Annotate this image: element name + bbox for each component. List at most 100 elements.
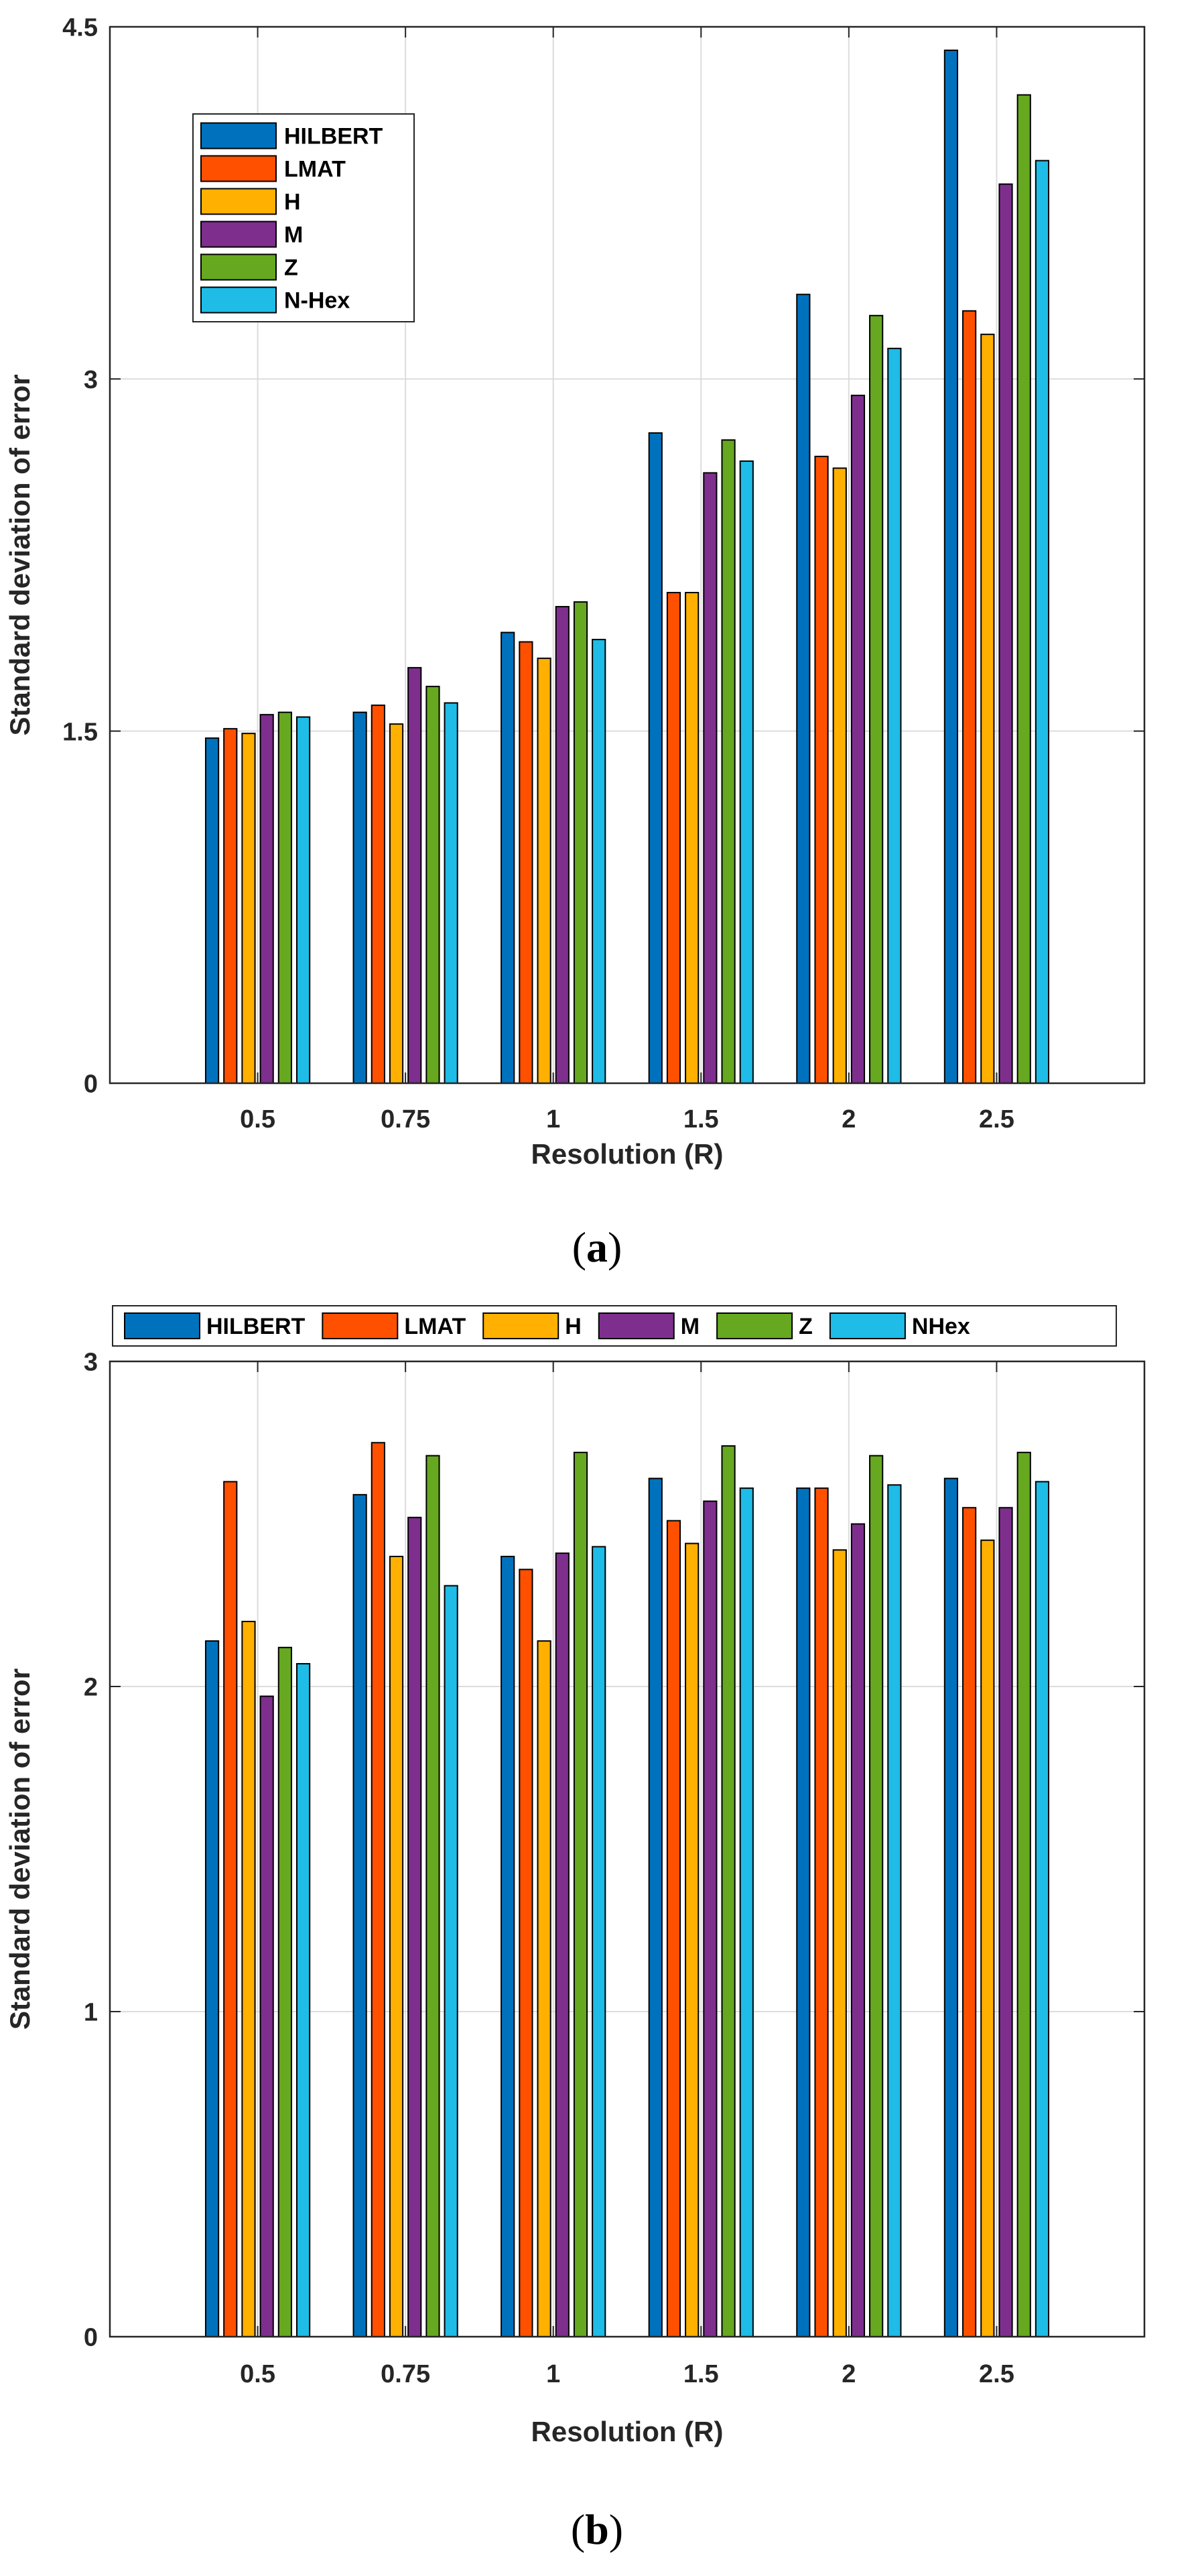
- caption-letter: a: [586, 1223, 608, 1271]
- legend[interactable]: HILBERT LMAT HMZ N-Hex: [192, 113, 415, 322]
- y-tick-label: 3: [84, 1349, 98, 1377]
- bar-h-2-5: [980, 1539, 995, 2337]
- bar-lmat-2: [814, 455, 829, 1084]
- caption: (b): [571, 2506, 623, 2553]
- legend-label: NHex: [912, 1314, 970, 1339]
- x-tick-label: 1: [546, 2360, 560, 2388]
- bar-lmat-0-5: [223, 728, 238, 1085]
- bar-lmat-0-75: [371, 1442, 385, 2337]
- bar-m-0-75: [407, 1516, 422, 2337]
- x-tick-label: 0.5: [240, 1105, 275, 1133]
- bar-m-1-5: [703, 472, 718, 1084]
- bar-hilbert-2: [796, 294, 811, 1084]
- legend-swatch: [716, 1312, 793, 1339]
- bar-lmat-0-5: [223, 1481, 238, 2337]
- bar-h-0-5: [241, 1621, 256, 2337]
- bar-n-hex-0-75: [444, 702, 458, 1084]
- legend-label: HILBERT: [206, 1314, 306, 1339]
- bar-nhex-0-5: [295, 1663, 311, 2338]
- y-tick-label: 3: [84, 366, 98, 394]
- bar-z-1: [573, 601, 588, 1084]
- bar-hilbert-1: [501, 631, 515, 1084]
- x-tick-label: 1.5: [683, 2360, 719, 2388]
- bar-h-2: [832, 1549, 847, 2337]
- bar-n-hex-1-5: [739, 460, 754, 1084]
- ticks: 0 1.5 3 4.5 0.5 0.75 1 1.5 2 2.5: [62, 14, 1144, 1133]
- bar-z-0-5: [277, 1646, 292, 2337]
- y-axis-label: Standard deviation of error: [4, 1668, 36, 2030]
- bar-hilbert-1-5: [648, 432, 663, 1084]
- bar-z-1: [573, 1451, 588, 2337]
- legend-label: LMAT: [404, 1314, 466, 1339]
- bar-hilbert-0-5: [204, 1640, 220, 2338]
- x-tick-label: 1: [546, 1105, 560, 1133]
- chart-b: 0 1 2 3 0.5 0.75 1 1.5 2 2.5 Resolution (R) Standar…: [4, 1305, 1146, 2553]
- legend-swatch: [200, 155, 277, 182]
- bar-nhex-1-5: [739, 1487, 754, 2337]
- legend-label: Z: [284, 255, 298, 281]
- bar-h-0-75: [389, 1556, 404, 2337]
- bar-z-2: [869, 314, 884, 1084]
- chart-a: 0 1.5 3 4.5 0.5 0.75 1 1.5 2 2.5 Resolution (R) Sta…: [4, 14, 1146, 1271]
- caption: (a): [572, 1223, 622, 1271]
- legend-swatch: [482, 1312, 559, 1339]
- bar-nhex-1: [592, 1546, 606, 2337]
- bar-hilbert-1-5: [648, 1477, 663, 2338]
- legend-label: M: [681, 1314, 700, 1339]
- x-axis-label: Resolution (R): [531, 1138, 724, 1170]
- bar-h-2: [832, 467, 847, 1084]
- bar-lmat-2-5: [962, 1507, 977, 2337]
- bar-m-0-5: [259, 714, 274, 1084]
- x-axis-label: Resolution (R): [531, 2416, 724, 2447]
- bar-n-hex-0-5: [295, 716, 311, 1084]
- bar-m-2-5: [998, 1507, 1013, 2337]
- caption-open-paren: (: [572, 1223, 586, 1271]
- x-tick-label: 2: [842, 2360, 856, 2388]
- bar-lmat-1: [519, 641, 533, 1084]
- x-tick-label: 2.5: [979, 1105, 1014, 1133]
- legend-label: H: [284, 190, 301, 215]
- bar-z-2-5: [1016, 1451, 1031, 2337]
- bar-h-1-5: [685, 1542, 700, 2338]
- caption-close-paren: ): [608, 1223, 622, 1271]
- legend-swatch: [200, 286, 277, 314]
- legend-label: N-Hex: [284, 288, 350, 314]
- y-axis-label: Standard deviation of error: [4, 374, 36, 735]
- bar-lmat-1-5: [666, 1520, 681, 2337]
- caption-open-paren: (: [571, 2506, 585, 2553]
- bar-hilbert-2-5: [943, 50, 959, 1084]
- bars: [204, 50, 1050, 1085]
- bar-z-0-75: [425, 686, 440, 1084]
- legend-swatch: [829, 1312, 906, 1339]
- bar-hilbert-0-75: [352, 1493, 367, 2338]
- x-tick-label: 1.5: [683, 1105, 719, 1133]
- legend-swatch: [200, 188, 277, 215]
- caption-close-paren: ): [609, 2506, 623, 2553]
- bar-z-0-75: [425, 1455, 440, 2337]
- legend-swatch: [124, 1312, 200, 1339]
- bar-hilbert-0-5: [204, 737, 220, 1085]
- bar-nhex-2: [887, 1484, 902, 2337]
- bar-m-1: [555, 1552, 570, 2337]
- bar-m-2: [850, 394, 866, 1084]
- bar-z-1-5: [721, 439, 736, 1084]
- grid: [110, 26, 1144, 1084]
- legend[interactable]: HILBERT LMAT H M Z NHex: [112, 1305, 1117, 1347]
- bar-h-1: [537, 1640, 551, 2338]
- legend-swatch: [200, 253, 277, 281]
- bar-z-0-5: [277, 711, 292, 1084]
- caption-letter: b: [585, 2506, 609, 2553]
- legend-label: LMAT: [284, 157, 346, 182]
- bar-z-1-5: [721, 1445, 736, 2338]
- y-tick-label: 1: [84, 1999, 98, 2027]
- bar-hilbert-0-75: [352, 711, 367, 1084]
- x-tick-label: 2: [842, 1105, 856, 1133]
- bar-nhex-2-5: [1035, 1481, 1050, 2337]
- bar-h-1-5: [685, 592, 700, 1084]
- bar-h-0-75: [389, 723, 404, 1085]
- bar-lmat-2-5: [962, 310, 977, 1084]
- ticks: 0 1 2 3 0.5 0.75 1 1.5 2 2.5: [84, 1349, 1144, 2388]
- y-tick-label: 1.5: [62, 718, 98, 746]
- bar-lmat-1-5: [666, 592, 681, 1084]
